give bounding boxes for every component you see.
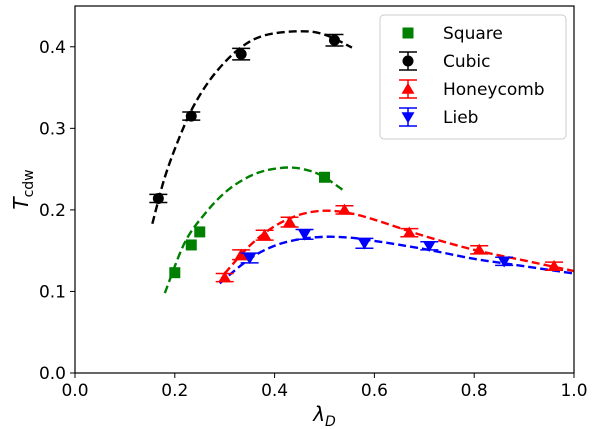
data-points [149, 33, 564, 283]
x-axis-label-sub: D [325, 414, 336, 429]
x-tick-label: 0.0 [61, 381, 88, 401]
legend-square-marker [402, 27, 414, 39]
legend: Square Cubic Honeycomb Lieb [379, 14, 567, 140]
y-tick-label: 0.0 [39, 364, 66, 384]
cubic-fit-curve [151, 30, 353, 225]
lieb-point [243, 253, 257, 265]
honeycomb-point [472, 243, 486, 255]
honeycomb-point [402, 226, 416, 238]
honeycomb-point [337, 203, 351, 215]
legend-honeycomb-marker [401, 82, 415, 94]
honeycomb-fit-curve [223, 209, 575, 275]
lieb-point [422, 241, 436, 253]
square-point [319, 171, 330, 183]
plot-frame [74, 5, 575, 374]
y-axis-label-sub: cdw [21, 169, 37, 197]
honeycomb-point [258, 228, 272, 240]
legend-square-label: Square [443, 24, 503, 44]
y-axis-label: Tcdw [9, 169, 37, 209]
y-tick-label: 0.1 [39, 282, 66, 302]
cubic-point [235, 48, 247, 60]
x-tick-label: 0.6 [361, 381, 388, 401]
x-tick-label: 1.0 [560, 381, 587, 401]
cubic-point [152, 192, 164, 204]
square-fit-curve [163, 166, 346, 294]
x-axis-label: λD [312, 402, 336, 429]
legend-cubic-label: Cubic [443, 52, 491, 72]
honeycomb-point [218, 271, 232, 283]
legend-lieb-marker [401, 112, 415, 124]
square-point [185, 239, 197, 251]
square-point [169, 267, 181, 279]
cubic-point [185, 110, 197, 122]
honeycomb-point [283, 215, 297, 227]
lieb-point [357, 238, 371, 250]
legend-honeycomb-label: Honeycomb [443, 80, 545, 100]
y-tick-label: 0.2 [39, 201, 66, 221]
x-axis-label-main: λ [312, 402, 325, 426]
lieb-point [298, 229, 312, 241]
square-point [194, 226, 206, 238]
axis-ticks: 0.0 0.2 0.4 0.6 0.8 1.0 0.0 0.1 0.2 0.3 0.4 [39, 38, 588, 401]
honeycomb-point [547, 259, 561, 271]
y-tick-label: 0.3 [39, 119, 66, 139]
y-tick-label: 0.4 [39, 38, 66, 58]
cubic-point [328, 34, 340, 46]
honeycomb-point [234, 248, 248, 260]
legend-lieb-label: Lieb [443, 108, 478, 128]
lieb-point [497, 256, 511, 268]
x-tick-label: 0.8 [461, 381, 488, 401]
y-axis-label-main: T [9, 196, 33, 210]
legend-cubic-marker [402, 55, 414, 67]
x-tick-label: 0.4 [261, 381, 288, 401]
x-tick-label: 0.2 [161, 381, 188, 401]
legend-box [379, 14, 567, 140]
